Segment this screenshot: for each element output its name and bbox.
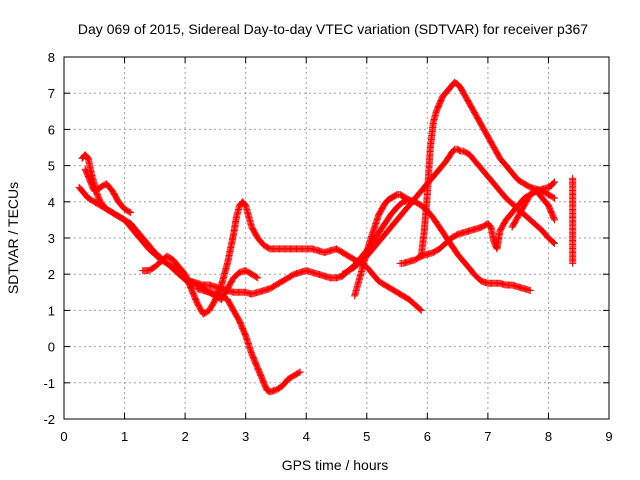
data-point	[83, 153, 91, 161]
data-point	[526, 286, 534, 294]
x-axis-label: GPS time / hours	[282, 457, 389, 473]
data-point	[295, 369, 303, 377]
series-track-c	[81, 165, 135, 217]
data-point	[569, 259, 577, 267]
series-track-k	[508, 187, 558, 231]
data-point	[549, 239, 557, 247]
y-tick-label: 5	[48, 159, 55, 174]
y-tick-label: 2	[48, 267, 55, 282]
grid	[64, 57, 609, 419]
data-point	[550, 179, 558, 187]
data-point	[550, 215, 558, 223]
data-point	[254, 274, 262, 282]
data-points	[75, 78, 577, 396]
data-point	[551, 239, 558, 247]
x-tick-label: 7	[484, 429, 491, 444]
x-tick-label: 2	[181, 429, 188, 444]
series-track-l	[569, 174, 577, 267]
chart-title: Day 069 of 2015, Sidereal Day-to-day VTE…	[78, 21, 588, 37]
data-point	[253, 273, 261, 281]
series-track-d	[139, 198, 425, 318]
data-point	[125, 208, 133, 216]
x-tick-label: 3	[242, 429, 249, 444]
data-point	[485, 221, 493, 229]
data-point	[449, 147, 457, 155]
x-tick-label: 5	[363, 429, 370, 444]
x-tick-label: 9	[605, 429, 612, 444]
y-tick-label: 0	[48, 340, 55, 355]
data-point	[127, 209, 135, 217]
series-track-e	[193, 285, 304, 396]
data-point	[551, 194, 558, 202]
data-point	[404, 195, 412, 203]
x-tick-label: 1	[121, 429, 128, 444]
y-axis-label: SDTVAR / TECUs	[5, 182, 21, 294]
y-tick-label: 1	[48, 303, 55, 318]
x-tick-label: 0	[60, 429, 67, 444]
y-tick-label: 4	[48, 195, 55, 210]
y-tick-label: -1	[43, 376, 55, 391]
data-point	[416, 305, 424, 313]
data-point	[417, 306, 425, 314]
axis-ticks	[63, 56, 610, 420]
x-tick-label: 8	[545, 429, 552, 444]
y-tick-labels: -2 -1 0 1 2 3 4 5 6 7 8	[43, 50, 55, 427]
x-tick-label: 4	[303, 429, 310, 444]
y-tick-label: 7	[48, 86, 55, 101]
x-tick-label: 6	[424, 429, 431, 444]
y-tick-label: 3	[48, 231, 55, 246]
data-point	[296, 368, 304, 376]
y-tick-label: 8	[48, 50, 55, 65]
data-point	[549, 180, 557, 188]
x-tick-labels: 0 1 2 3 4 5 6 7 8 9	[60, 429, 612, 444]
y-tick-label: 6	[48, 122, 55, 137]
data-point	[551, 178, 558, 186]
data-point	[551, 216, 558, 224]
data-point	[549, 193, 557, 201]
y-tick-label: -2	[43, 412, 55, 427]
